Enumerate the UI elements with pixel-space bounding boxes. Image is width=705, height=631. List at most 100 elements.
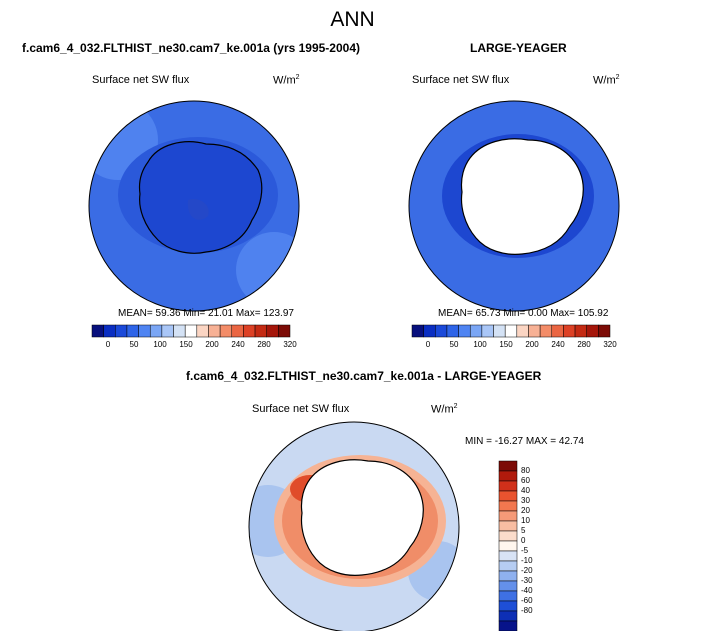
colorbar-swatch bbox=[498, 580, 518, 592]
colorbar-tick-label: 60 bbox=[521, 476, 530, 485]
colorbar-swatch bbox=[115, 324, 128, 338]
colorbar-swatch bbox=[498, 560, 518, 572]
colorbar-swatch bbox=[516, 324, 529, 338]
colorbar-tick-label: 10 bbox=[521, 516, 530, 525]
colorbar-tick-label: 240 bbox=[551, 340, 565, 349]
colorbar-swatch bbox=[196, 324, 209, 338]
colorbar-tick-label: 0 bbox=[521, 536, 526, 545]
colorbar-swatch bbox=[458, 324, 471, 338]
colorbar-swatch bbox=[481, 324, 494, 338]
obs-stats: MEAN= 65.73 Min= 0.00 Max= 105.92 bbox=[438, 308, 609, 319]
colorbar-tick-label: 50 bbox=[449, 340, 459, 349]
colorbar-swatch bbox=[411, 324, 424, 338]
colorbar-swatch bbox=[504, 324, 518, 338]
diff-variable-label: Surface net SW flux bbox=[252, 403, 350, 415]
colorbar-tick-label: -5 bbox=[521, 546, 529, 555]
colorbar-swatch bbox=[498, 480, 518, 492]
colorbar-swatch bbox=[498, 510, 518, 522]
obs-variable-label: Surface net SW flux bbox=[412, 74, 510, 86]
colorbar-tick-label: 280 bbox=[577, 340, 591, 349]
model-panel-title: f.cam6_4_032.FLTHIST_ne30.cam7_ke.001a (… bbox=[22, 41, 360, 55]
colorbar-swatch bbox=[498, 600, 518, 612]
colorbar-swatch bbox=[586, 324, 599, 338]
colorbar-tick-label: 80 bbox=[521, 466, 530, 475]
model-colorbar bbox=[91, 324, 291, 338]
colorbar-tick-label: 30 bbox=[521, 496, 530, 505]
colorbar-tick-label: -40 bbox=[521, 586, 533, 595]
colorbar-swatch bbox=[574, 324, 587, 338]
colorbar-tick-label: -10 bbox=[521, 556, 533, 565]
colorbar-swatch bbox=[254, 324, 267, 338]
colorbar-swatch bbox=[498, 490, 518, 502]
model-units-label: W/m2 bbox=[273, 74, 300, 87]
colorbar-swatch bbox=[598, 324, 611, 338]
colorbar-swatch bbox=[243, 324, 256, 338]
colorbar-tick-label: 0 bbox=[425, 340, 431, 349]
colorbar-swatch bbox=[539, 324, 553, 338]
colorbar-tick-label: 40 bbox=[521, 486, 530, 495]
colorbar-swatch bbox=[103, 324, 116, 338]
colorbar-swatch bbox=[423, 324, 436, 338]
obs-panel-title: LARGE-YEAGER bbox=[470, 41, 567, 55]
colorbar-swatch bbox=[498, 470, 518, 482]
colorbar-tick-label: 200 bbox=[525, 340, 539, 349]
colorbar-swatch bbox=[231, 324, 244, 338]
colorbar-swatch bbox=[126, 324, 139, 338]
colorbar-tick-label: 150 bbox=[179, 340, 193, 349]
colorbar-swatch bbox=[149, 324, 163, 338]
colorbar-swatch bbox=[528, 324, 541, 338]
colorbar-swatch bbox=[498, 540, 518, 552]
colorbar-tick-label: 100 bbox=[153, 340, 167, 349]
colorbar-tick-label: 0 bbox=[105, 340, 111, 349]
model-stats: MEAN= 59.36 Min= 21.01 Max= 123.97 bbox=[118, 308, 294, 319]
colorbar-swatch bbox=[498, 610, 518, 622]
colorbar-swatch bbox=[498, 620, 518, 631]
obs-units-label: W/m2 bbox=[593, 74, 620, 87]
colorbar-tick-label: 320 bbox=[283, 340, 297, 349]
diff-colorbar bbox=[498, 460, 518, 631]
diff-panel-title: f.cam6_4_032.FLTHIST_ne30.cam7_ke.001a -… bbox=[186, 369, 542, 383]
colorbar-swatch bbox=[219, 324, 233, 338]
colorbar-swatch bbox=[498, 460, 518, 472]
obs-colorbar bbox=[411, 324, 611, 338]
colorbar-swatch bbox=[208, 324, 221, 338]
colorbar-tick-label: 20 bbox=[521, 506, 530, 515]
colorbar-tick-label: -30 bbox=[521, 576, 533, 585]
colorbar-tick-label: 5 bbox=[521, 526, 526, 535]
colorbar-tick-label: 50 bbox=[129, 340, 139, 349]
colorbar-swatch bbox=[184, 324, 198, 338]
colorbar-swatch bbox=[493, 324, 506, 338]
colorbar-swatch bbox=[498, 520, 518, 532]
colorbar-tick-label: 280 bbox=[257, 340, 271, 349]
colorbar-swatch bbox=[138, 324, 151, 338]
diff-stats: MIN = -16.27 MAX = 42.74 bbox=[465, 436, 584, 447]
colorbar-swatch bbox=[498, 590, 518, 602]
diff-units-label: W/m2 bbox=[431, 403, 458, 416]
colorbar-swatch bbox=[551, 324, 564, 338]
colorbar-swatch bbox=[91, 324, 104, 338]
colorbar-swatch bbox=[161, 324, 174, 338]
colorbar-tick-label: 240 bbox=[231, 340, 245, 349]
colorbar-tick-label: 100 bbox=[473, 340, 487, 349]
colorbar-tick-label: 320 bbox=[603, 340, 617, 349]
colorbar-swatch bbox=[446, 324, 459, 338]
model-variable-label: Surface net SW flux bbox=[92, 74, 190, 86]
colorbar-swatch bbox=[278, 324, 291, 338]
colorbar-tick-label: 200 bbox=[205, 340, 219, 349]
model-polar-map bbox=[88, 100, 300, 312]
colorbar-swatch bbox=[498, 500, 518, 512]
colorbar-swatch bbox=[563, 324, 576, 338]
colorbar-swatch bbox=[498, 570, 518, 582]
colorbar-tick-label: -80 bbox=[521, 606, 533, 615]
obs-polar-map bbox=[408, 100, 620, 312]
colorbar-swatch bbox=[469, 324, 483, 338]
main-title: ANN bbox=[330, 8, 375, 31]
colorbar-tick-label: -20 bbox=[521, 566, 533, 575]
colorbar-swatch bbox=[435, 324, 448, 338]
colorbar-tick-label: -60 bbox=[521, 596, 533, 605]
colorbar-swatch bbox=[173, 324, 186, 338]
colorbar-swatch bbox=[498, 550, 518, 562]
colorbar-tick-label: 150 bbox=[499, 340, 513, 349]
colorbar-swatch bbox=[498, 530, 518, 542]
